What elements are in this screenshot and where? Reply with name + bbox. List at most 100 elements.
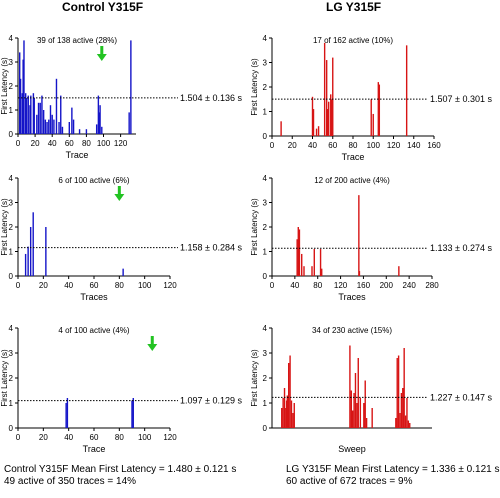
data-bar — [331, 99, 333, 136]
data-bar — [98, 112, 100, 134]
data-bar — [78, 129, 81, 134]
data-bar — [403, 348, 405, 428]
active-count-label: 17 of 162 active (10%) — [313, 36, 393, 45]
y-tick-label: 3 — [9, 199, 14, 208]
data-bar — [25, 98, 28, 134]
data-bar — [315, 128, 318, 136]
data-bar — [397, 355, 400, 428]
data-bar — [364, 380, 366, 428]
data-bar — [37, 102, 40, 134]
data-bar — [357, 358, 359, 428]
mean-latency-label: 1.227 ± 0.147 s — [430, 392, 492, 402]
mean-latency-label: 1.507 ± 0.301 s — [430, 94, 492, 104]
data-bar — [122, 268, 124, 276]
data-bar — [29, 227, 32, 276]
chart-panel-lg-1: 17 of 162 active (10%) 0 1 2 3 4 First Latency… — [250, 18, 500, 170]
x-tick-label: 40 — [290, 281, 299, 290]
y-tick-label: 0 — [263, 132, 268, 141]
data-bar — [287, 363, 290, 428]
data-bar — [399, 413, 401, 428]
y-tick-label: 2 — [9, 82, 14, 91]
x-tick-label: 0 — [270, 141, 275, 150]
data-bar — [282, 398, 284, 428]
x-tick-label: 0 — [270, 281, 275, 290]
data-bar — [131, 400, 133, 428]
y-tick-label: 4 — [263, 174, 268, 183]
x-axis-label: Traces — [80, 292, 108, 302]
x-tick-label: 160 — [427, 141, 441, 150]
y-tick-label: 1 — [9, 106, 14, 115]
x-tick-label: 0 — [16, 281, 21, 290]
arrow-shaft — [100, 46, 104, 55]
x-tick-label: 120 — [334, 281, 348, 290]
x-tick-label: 120 — [163, 433, 177, 442]
data-bar — [402, 388, 404, 428]
data-bar — [42, 110, 45, 134]
data-bar — [51, 114, 53, 134]
data-bar — [24, 253, 27, 276]
x-tick-label: 40 — [308, 141, 317, 150]
y-tick-label: 3 — [263, 349, 268, 358]
x-tick-label: 20 — [39, 433, 48, 442]
data-bar — [29, 105, 31, 134]
mean-latency-label: 1.097 ± 0.129 s — [180, 396, 242, 406]
data-bar — [313, 249, 315, 276]
data-bar — [85, 129, 88, 134]
x-tick-label: 140 — [407, 141, 421, 150]
data-bar — [319, 249, 322, 276]
data-bar — [323, 42, 326, 136]
y-axis-label: First Latency (s) — [0, 198, 9, 256]
y-tick-label: 2 — [263, 223, 268, 232]
data-bar — [332, 57, 334, 136]
data-bar — [24, 93, 27, 134]
active-count-label: 4 of 100 active (4%) — [58, 326, 129, 335]
y-axis-label: First Latency (s) — [250, 198, 259, 256]
x-tick-label: 20 — [31, 139, 40, 148]
x-tick-label: 160 — [357, 281, 371, 290]
y-tick-label: 2 — [263, 374, 268, 383]
mean-label-bg — [178, 394, 244, 406]
arrow-shaft — [150, 336, 154, 345]
data-bar — [101, 126, 103, 134]
mean-latency-label: 1.158 ± 0.284 s — [180, 243, 242, 253]
mean-label-bg — [428, 93, 494, 105]
data-bar — [328, 101, 330, 136]
data-bar — [293, 403, 295, 428]
data-bar — [33, 98, 35, 134]
data-bar — [363, 403, 365, 428]
data-bar — [353, 393, 355, 428]
mean-label-bg — [428, 242, 494, 254]
x-tick-label: 100 — [367, 141, 381, 150]
data-bar — [44, 119, 47, 134]
x-tick-label: 0 — [16, 139, 21, 148]
data-bar — [395, 418, 397, 428]
y-axis-label: First Latency (s) — [0, 349, 9, 407]
data-bar — [66, 398, 69, 428]
y-tick-label: 1 — [263, 108, 268, 117]
x-axis-label: Trace — [66, 150, 89, 160]
data-bar — [405, 45, 408, 136]
data-bar — [396, 358, 398, 428]
data-bar — [97, 95, 100, 134]
y-tick-label: 2 — [9, 223, 14, 232]
data-bar — [46, 122, 48, 134]
y-tick-label: 0 — [263, 424, 268, 433]
data-bar — [19, 78, 22, 134]
x-tick-label: 80 — [349, 141, 358, 150]
x-tick-label: 120 — [163, 281, 177, 290]
x-tick-label: 80 — [115, 433, 124, 442]
data-bar — [30, 95, 32, 134]
y-tick-label: 1 — [263, 248, 268, 257]
data-bar — [99, 105, 101, 134]
x-axis-label: Trace — [342, 152, 365, 162]
data-bar — [404, 415, 407, 428]
data-bar — [326, 109, 329, 136]
y-tick-label: 1 — [9, 248, 14, 257]
chart-panel-control-1: 39 of 138 active (28%) 0 1 2 3 4 First Latency… — [0, 18, 250, 170]
data-bar — [130, 40, 132, 134]
x-axis-label: Trace — [83, 444, 106, 454]
x-tick-label: 240 — [402, 281, 416, 290]
x-axis-label: Sweep — [338, 444, 366, 454]
data-bar — [60, 95, 62, 134]
data-bar — [22, 59, 24, 134]
